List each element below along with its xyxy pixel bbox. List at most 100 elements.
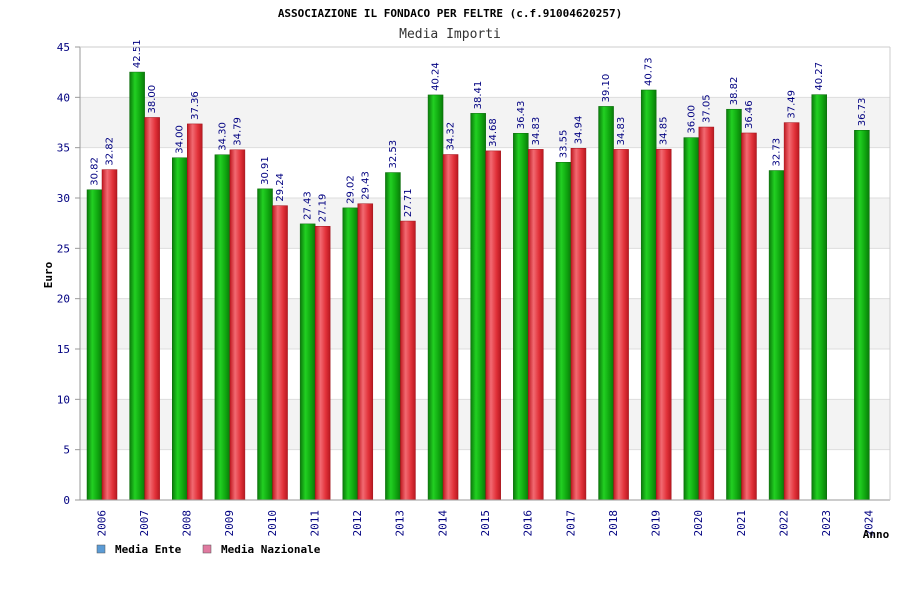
value-label-media-ente-2012: 29.02 bbox=[345, 175, 356, 204]
value-label-media-nazionale-2011: 27.19 bbox=[318, 194, 329, 223]
value-label-media-nazionale-2020: 37.05 bbox=[701, 94, 712, 123]
x-tick-label-2024: 2024 bbox=[863, 510, 876, 537]
value-label-media-ente-2015: 38.41 bbox=[473, 81, 484, 110]
bar-media-nazionale-2017 bbox=[570, 148, 587, 501]
bar-media-nazionale-2013 bbox=[400, 220, 416, 501]
bars bbox=[86, 71, 870, 501]
y-tick-label: 25 bbox=[57, 242, 70, 255]
bar-media-ente-2008 bbox=[172, 157, 188, 501]
x-axis-ticks: 2006 2007 2008 2009 2010 2011 2012 2013 2014 2015… bbox=[95, 510, 875, 537]
value-label-media-nazionale-2013: 27.71 bbox=[403, 188, 414, 217]
legend-label-media-ente: Media Ente bbox=[115, 543, 182, 556]
x-tick-label-2008: 2008 bbox=[181, 510, 194, 537]
bar-media-nazionale-2015 bbox=[485, 150, 501, 501]
legend-label-media-nazionale: Media Nazionale bbox=[221, 543, 321, 556]
bar-media-nazionale-2018 bbox=[613, 149, 629, 501]
y-tick-label: 40 bbox=[57, 91, 70, 104]
value-label-media-ente-2008: 34.00 bbox=[175, 125, 186, 154]
bar-media-ente-2007 bbox=[129, 71, 145, 501]
value-label-media-nazionale-2017: 34.94 bbox=[573, 116, 584, 145]
bar-media-nazionale-2019 bbox=[655, 148, 672, 501]
value-label-media-ente-2019: 40.73 bbox=[644, 57, 655, 86]
x-tick-label-2009: 2009 bbox=[223, 510, 236, 537]
value-label-media-ente-2014: 40.24 bbox=[431, 62, 442, 91]
value-label-media-nazionale-2018: 34.83 bbox=[616, 117, 627, 146]
legend-swatch-media-ente bbox=[96, 544, 106, 554]
bar-media-nazionale-2016 bbox=[528, 149, 544, 501]
x-tick-label-2021: 2021 bbox=[735, 510, 748, 537]
y-tick-label: 5 bbox=[63, 444, 70, 457]
x-tick-label-2006: 2006 bbox=[95, 510, 108, 537]
y-axis-label: Euro bbox=[42, 261, 55, 288]
bar-media-nazionale-2009 bbox=[229, 149, 246, 501]
x-tick-label-2010: 2010 bbox=[266, 510, 279, 537]
bar-media-nazionale-2010 bbox=[272, 205, 288, 501]
x-tick-label-2015: 2015 bbox=[479, 510, 492, 537]
bar-media-nazionale-2012 bbox=[357, 203, 374, 501]
legend: Media Ente Media Nazionale bbox=[96, 543, 321, 556]
bar-media-ente-2024 bbox=[854, 130, 870, 501]
bar-media-ente-2009 bbox=[214, 154, 231, 501]
value-label-media-ente-2006: 30.82 bbox=[90, 157, 101, 186]
x-tick-label-2007: 2007 bbox=[138, 510, 151, 537]
value-label-media-nazionale-2019: 34.85 bbox=[659, 117, 670, 146]
y-tick-label: 15 bbox=[57, 343, 70, 356]
y-tick-label: 10 bbox=[57, 393, 70, 406]
bar-media-ente-2013 bbox=[385, 172, 401, 501]
value-label-media-ente-2024: 36.73 bbox=[857, 98, 868, 127]
y-tick-label: 45 bbox=[57, 41, 70, 54]
y-axis-ticks: 0 5 10 15 20 25 30 35 40 45 bbox=[57, 41, 80, 507]
value-label-media-nazionale-2022: 37.49 bbox=[787, 90, 798, 119]
bar-media-ente-2014 bbox=[427, 94, 444, 501]
x-tick-label-2011: 2011 bbox=[308, 510, 321, 537]
x-tick-label-2013: 2013 bbox=[394, 510, 407, 537]
chart-title: ASSOCIAZIONE IL FONDACO PER FELTRE (c.f.… bbox=[278, 7, 622, 20]
bar-media-ente-2018 bbox=[598, 106, 614, 501]
value-label-media-ente-2017: 33.55 bbox=[558, 130, 569, 159]
value-label-media-ente-2020: 36.00 bbox=[686, 105, 697, 134]
legend-swatch-media-nazionale bbox=[202, 544, 212, 554]
value-label-media-ente-2023: 40.27 bbox=[814, 62, 825, 91]
value-label-media-nazionale-2008: 37.36 bbox=[190, 91, 201, 120]
value-label-media-ente-2010: 30.91 bbox=[260, 156, 271, 185]
bar-media-ente-2015 bbox=[470, 113, 486, 501]
value-label-media-nazionale-2021: 36.46 bbox=[744, 100, 755, 129]
bar-media-ente-2020 bbox=[683, 137, 700, 501]
value-label-media-nazionale-2014: 34.32 bbox=[446, 122, 457, 151]
value-label-media-nazionale-2010: 29.24 bbox=[275, 173, 286, 202]
x-tick-label-2014: 2014 bbox=[436, 510, 449, 537]
x-axis-label: Anno bbox=[863, 528, 890, 541]
x-tick-label-2019: 2019 bbox=[650, 510, 663, 537]
bar-media-nazionale-2007 bbox=[144, 117, 160, 501]
value-label-media-nazionale-2009: 34.79 bbox=[232, 117, 243, 146]
value-label-media-ente-2022: 32.73 bbox=[772, 138, 783, 167]
bar-media-ente-2012 bbox=[342, 207, 359, 501]
bar-media-ente-2022 bbox=[768, 170, 785, 501]
value-label-media-ente-2021: 38.82 bbox=[729, 77, 740, 106]
x-tick-label-2020: 2020 bbox=[692, 510, 705, 537]
bar-media-ente-2019 bbox=[640, 89, 657, 501]
bar-media-ente-2011 bbox=[299, 223, 316, 501]
bar-media-nazionale-2011 bbox=[314, 226, 331, 501]
x-tick-label-2016: 2016 bbox=[522, 510, 535, 537]
y-tick-label: 0 bbox=[63, 494, 70, 507]
value-label-media-nazionale-2016: 34.83 bbox=[531, 117, 542, 146]
value-label-media-nazionale-2006: 32.82 bbox=[105, 137, 116, 166]
y-tick-label: 30 bbox=[57, 192, 70, 205]
y-tick-label: 20 bbox=[57, 293, 70, 306]
bar-media-nazionale-2022 bbox=[783, 122, 800, 501]
bar-media-ente-2010 bbox=[257, 188, 273, 501]
value-label-media-nazionale-2007: 38.00 bbox=[147, 85, 158, 114]
bar-media-nazionale-2021 bbox=[741, 132, 757, 501]
x-tick-label-2023: 2023 bbox=[820, 510, 833, 537]
value-labels: 30.82 32.82 42.51 38.00 34.00 37.36 34.30 34.79… bbox=[90, 39, 868, 222]
bar-media-ente-2017 bbox=[555, 162, 572, 501]
value-label-media-nazionale-2012: 29.43 bbox=[360, 171, 371, 200]
bar-media-ente-2023 bbox=[811, 94, 827, 501]
value-label-media-nazionale-2015: 34.68 bbox=[488, 118, 499, 147]
x-tick-label-2017: 2017 bbox=[564, 510, 577, 537]
bar-media-nazionale-2006 bbox=[101, 169, 118, 501]
value-label-media-ente-2013: 32.53 bbox=[388, 140, 399, 169]
